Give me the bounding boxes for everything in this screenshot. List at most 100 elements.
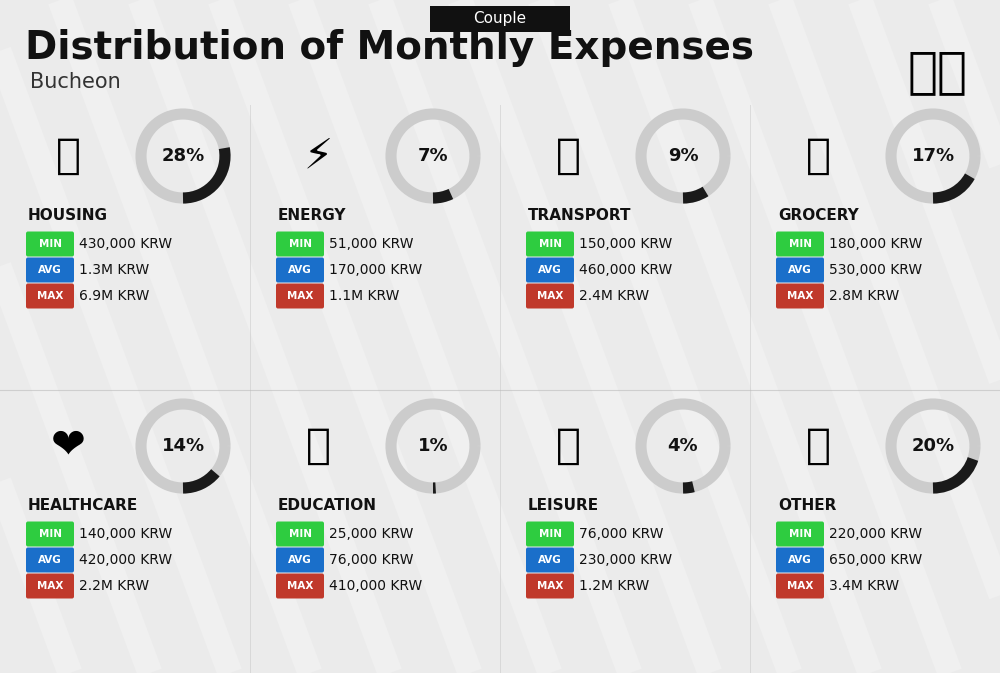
FancyBboxPatch shape	[26, 522, 74, 546]
FancyBboxPatch shape	[276, 283, 324, 308]
Text: ❤️: ❤️	[51, 425, 85, 467]
Text: 230,000 KRW: 230,000 KRW	[579, 553, 672, 567]
Text: MAX: MAX	[787, 581, 813, 591]
Text: 170,000 KRW: 170,000 KRW	[329, 263, 422, 277]
Text: AVG: AVG	[288, 555, 312, 565]
Text: 51,000 KRW: 51,000 KRW	[329, 237, 414, 251]
Text: 14%: 14%	[161, 437, 205, 455]
FancyBboxPatch shape	[526, 232, 574, 256]
Text: 650,000 KRW: 650,000 KRW	[829, 553, 922, 567]
Text: Bucheon: Bucheon	[30, 72, 121, 92]
Text: AVG: AVG	[538, 265, 562, 275]
Text: 🛒: 🛒	[806, 135, 830, 177]
FancyBboxPatch shape	[276, 573, 324, 598]
FancyBboxPatch shape	[526, 548, 574, 573]
Text: MIN: MIN	[538, 239, 562, 249]
Text: Couple: Couple	[473, 11, 527, 26]
Text: AVG: AVG	[788, 555, 812, 565]
Text: HEALTHCARE: HEALTHCARE	[28, 499, 138, 513]
Text: 🚌: 🚌	[556, 135, 580, 177]
FancyBboxPatch shape	[776, 258, 824, 283]
Text: 🏙: 🏙	[56, 135, 80, 177]
Text: ⚡: ⚡	[303, 135, 333, 177]
Text: 150,000 KRW: 150,000 KRW	[579, 237, 672, 251]
FancyBboxPatch shape	[776, 232, 824, 256]
FancyBboxPatch shape	[526, 258, 574, 283]
Text: 76,000 KRW: 76,000 KRW	[579, 527, 664, 541]
Text: 🇰🇷: 🇰🇷	[908, 48, 968, 96]
Text: 76,000 KRW: 76,000 KRW	[329, 553, 414, 567]
Text: TRANSPORT: TRANSPORT	[528, 209, 632, 223]
Text: 1.1M KRW: 1.1M KRW	[329, 289, 399, 303]
FancyBboxPatch shape	[276, 548, 324, 573]
Text: 180,000 KRW: 180,000 KRW	[829, 237, 922, 251]
Text: 460,000 KRW: 460,000 KRW	[579, 263, 672, 277]
Text: MAX: MAX	[287, 581, 313, 591]
Text: 2.8M KRW: 2.8M KRW	[829, 289, 899, 303]
Text: 4%: 4%	[668, 437, 698, 455]
FancyBboxPatch shape	[430, 6, 570, 32]
Text: ENERGY: ENERGY	[278, 209, 347, 223]
Text: 420,000 KRW: 420,000 KRW	[79, 553, 172, 567]
FancyBboxPatch shape	[276, 258, 324, 283]
Text: EDUCATION: EDUCATION	[278, 499, 377, 513]
Text: 6.9M KRW: 6.9M KRW	[79, 289, 149, 303]
Text: 20%: 20%	[911, 437, 955, 455]
FancyBboxPatch shape	[526, 522, 574, 546]
FancyBboxPatch shape	[26, 258, 74, 283]
Text: MIN: MIN	[288, 529, 312, 539]
Text: MIN: MIN	[788, 239, 812, 249]
FancyBboxPatch shape	[776, 283, 824, 308]
Text: OTHER: OTHER	[778, 499, 836, 513]
FancyBboxPatch shape	[776, 548, 824, 573]
Text: 9%: 9%	[668, 147, 698, 165]
FancyBboxPatch shape	[526, 573, 574, 598]
Text: MAX: MAX	[537, 581, 563, 591]
Text: AVG: AVG	[788, 265, 812, 275]
Text: MAX: MAX	[537, 291, 563, 301]
Text: MIN: MIN	[38, 239, 62, 249]
Text: 💰: 💰	[806, 425, 830, 467]
FancyBboxPatch shape	[26, 232, 74, 256]
FancyBboxPatch shape	[276, 232, 324, 256]
Text: AVG: AVG	[38, 265, 62, 275]
Text: MIN: MIN	[538, 529, 562, 539]
Text: MIN: MIN	[38, 529, 62, 539]
Text: HOUSING: HOUSING	[28, 209, 108, 223]
Text: GROCERY: GROCERY	[778, 209, 859, 223]
Text: 25,000 KRW: 25,000 KRW	[329, 527, 413, 541]
Text: 7%: 7%	[418, 147, 448, 165]
Text: 140,000 KRW: 140,000 KRW	[79, 527, 172, 541]
Text: 🎓: 🎓	[306, 425, 330, 467]
Text: MAX: MAX	[37, 581, 63, 591]
Text: 28%: 28%	[161, 147, 205, 165]
Text: 1%: 1%	[418, 437, 448, 455]
Text: 430,000 KRW: 430,000 KRW	[79, 237, 172, 251]
Text: 2.2M KRW: 2.2M KRW	[79, 579, 149, 593]
Text: AVG: AVG	[288, 265, 312, 275]
FancyBboxPatch shape	[26, 573, 74, 598]
Text: AVG: AVG	[538, 555, 562, 565]
Text: 2.4M KRW: 2.4M KRW	[579, 289, 649, 303]
FancyBboxPatch shape	[26, 283, 74, 308]
Text: AVG: AVG	[38, 555, 62, 565]
Text: Distribution of Monthly Expenses: Distribution of Monthly Expenses	[25, 29, 754, 67]
Text: MAX: MAX	[287, 291, 313, 301]
Text: 3.4M KRW: 3.4M KRW	[829, 579, 899, 593]
Text: 1.3M KRW: 1.3M KRW	[79, 263, 149, 277]
Text: 410,000 KRW: 410,000 KRW	[329, 579, 422, 593]
Text: 17%: 17%	[911, 147, 955, 165]
FancyBboxPatch shape	[26, 548, 74, 573]
Text: 530,000 KRW: 530,000 KRW	[829, 263, 922, 277]
FancyBboxPatch shape	[526, 283, 574, 308]
Text: 1.2M KRW: 1.2M KRW	[579, 579, 649, 593]
FancyBboxPatch shape	[776, 522, 824, 546]
Text: MIN: MIN	[788, 529, 812, 539]
FancyBboxPatch shape	[776, 573, 824, 598]
Text: MAX: MAX	[787, 291, 813, 301]
Text: MAX: MAX	[37, 291, 63, 301]
Text: 220,000 KRW: 220,000 KRW	[829, 527, 922, 541]
Text: LEISURE: LEISURE	[528, 499, 599, 513]
Text: MIN: MIN	[288, 239, 312, 249]
FancyBboxPatch shape	[276, 522, 324, 546]
